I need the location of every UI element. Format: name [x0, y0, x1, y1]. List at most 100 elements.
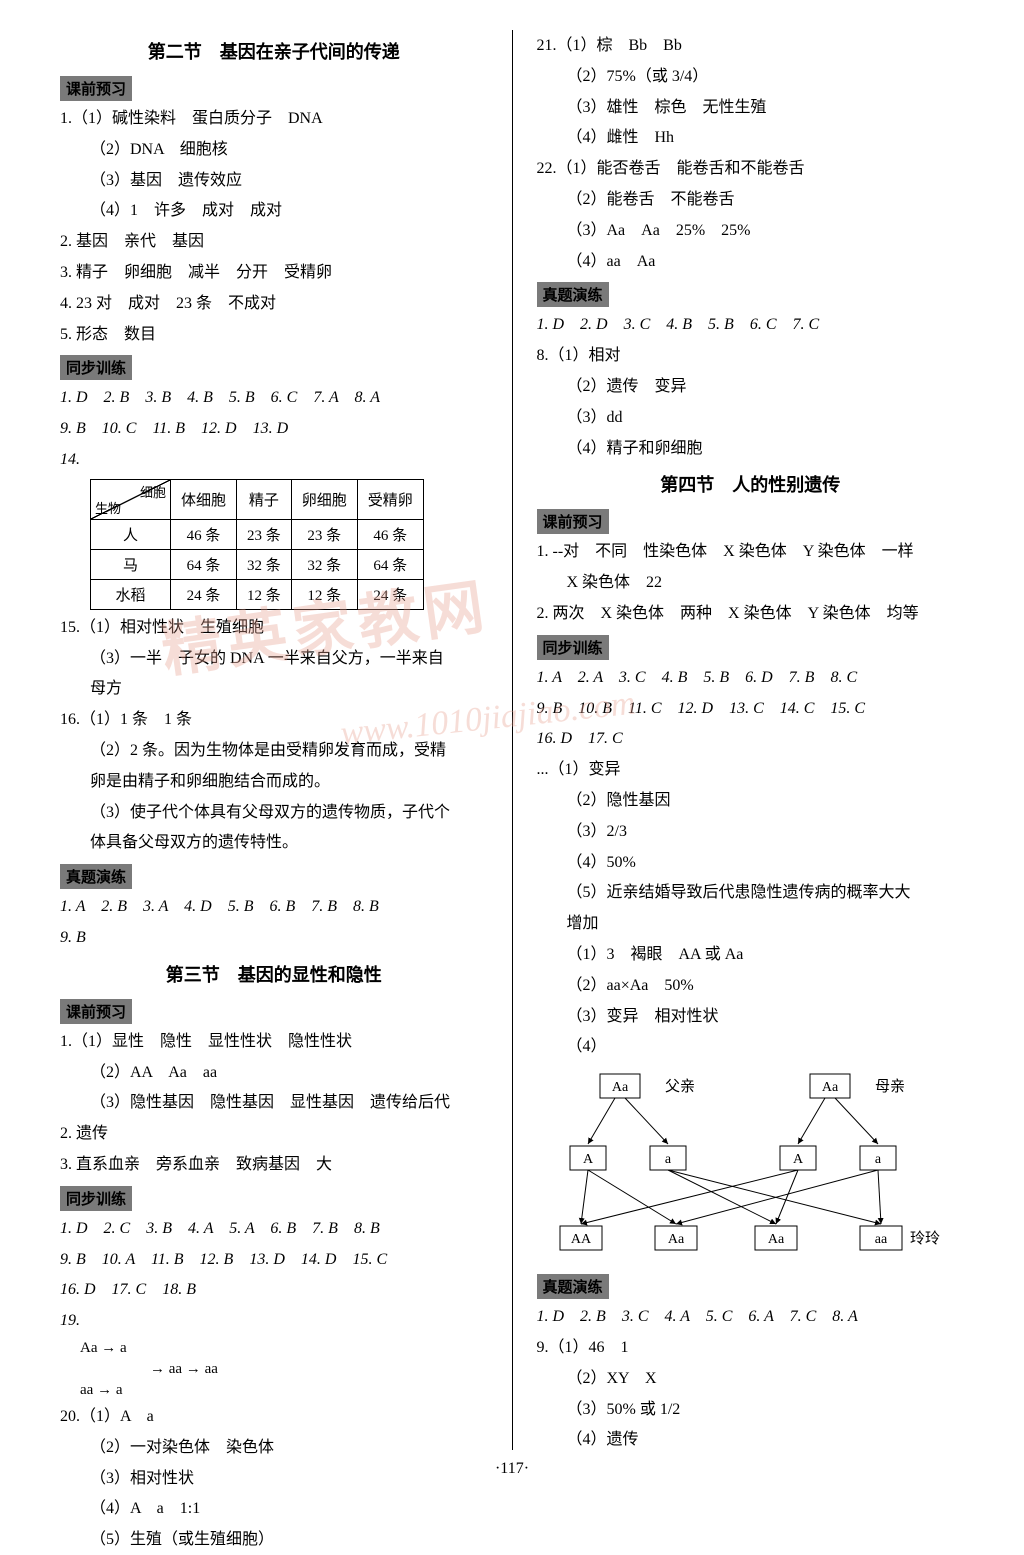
answer-line: （5）生殖（或生殖细胞）: [60, 1526, 488, 1555]
svg-text:Aa: Aa: [668, 1232, 685, 1247]
answer-line: 22.（1）能否卷舌 能卷舌和不能卷舌: [537, 155, 965, 184]
answer-line: （2）一对染色体 染色体: [60, 1434, 488, 1463]
svg-text:a: a: [665, 1152, 672, 1167]
table-header: 精子: [237, 479, 292, 519]
answer-line: （4）精子和卵细胞: [537, 435, 965, 464]
two-column-layout: 第二节 基因在亲子代间的传递 课前预习 1.（1）碱性染料 蛋白质分子 DNA …: [60, 30, 964, 1450]
sync-header-3: 同步训练: [60, 1186, 132, 1211]
sync-header-4: 同步训练: [537, 635, 609, 660]
answer-line: （3）dd: [537, 404, 965, 433]
answer-line: 2. 基因 亲代 基因: [60, 228, 488, 257]
table-diag-cell: 细胞 生物: [91, 479, 171, 519]
answer-line: 母方: [60, 675, 488, 704]
mc-answers: 9. B 10. B 11. C 12. D 13. C 14. C 15. C: [537, 695, 965, 724]
answer-line: （2）AA Aa aa: [60, 1059, 488, 1088]
exam-header-2: 真题演练: [537, 282, 609, 307]
mc-answers: 1. A 2. A 3. C 4. B 5. B 6. D 7. B 8. C: [537, 664, 965, 693]
answer-line: 增加: [537, 910, 965, 939]
table-cell: 64 条: [357, 549, 423, 579]
answer-line: （4）aa Aa: [537, 248, 965, 277]
answer-line: （2）DNA 细胞核: [60, 136, 488, 165]
table-header: 卵细胞: [291, 479, 357, 519]
answer-line: 5. 形态 数目: [60, 321, 488, 350]
answer-line: （2）隐性基因: [537, 787, 965, 816]
section-3-title: 第三节 基因的显性和隐性: [60, 961, 488, 987]
mc-answers: 1. D 2. C 3. B 4. A 5. A 6. B 7. B 8. B: [60, 1215, 488, 1244]
child-nodes: AA Aa Aa aa 玲玲: [560, 1226, 940, 1250]
mc-answers: 1. D 2. D 3. C 4. B 5. B 6. C 7. C: [537, 311, 965, 340]
answer-line: （4）雌性 Hh: [537, 124, 965, 153]
mc-answers: 9. B 10. A 11. B 12. B 13. D 14. D 15. C: [60, 1246, 488, 1275]
exam-header: 真题演练: [60, 864, 132, 889]
sync-header: 同步训练: [60, 355, 132, 380]
answer-line: （3）变异 相对性状: [537, 1003, 965, 1032]
table-cell: 12 条: [291, 579, 357, 609]
answer-line: （3）50% 或 1/2: [537, 1396, 965, 1425]
mc-answers: 16. D 17. C 18. B: [60, 1276, 488, 1305]
answer-line: （2）2 条。因为生物体是由受精卵发育而成，受精: [60, 737, 488, 766]
answer-line: 9.（1）46 1: [537, 1334, 965, 1363]
diagram-line: aa → a: [80, 1380, 488, 1401]
answer-line: 2. 两次 X 染色体 两种 X 染色体 Y 染色体 均等: [537, 600, 965, 629]
answer-line: 体具备父母双方的遗传特性。: [60, 829, 488, 858]
table-cell: 23 条: [237, 519, 292, 549]
preview-header-4: 课前预习: [537, 509, 609, 534]
answer-line: （4）50%: [537, 849, 965, 878]
q14-label: 14.: [60, 446, 488, 475]
answer-line: （3）Aa Aa 25% 25%: [537, 217, 965, 246]
diag-bot-label: 生物: [95, 498, 121, 517]
answer-line: （2）75%（或 3/4）: [537, 63, 965, 92]
table-row: 马 64 条 32 条 32 条 64 条: [91, 549, 424, 579]
svg-text:Aa: Aa: [768, 1232, 785, 1247]
answer-line: （4）遗传: [537, 1426, 965, 1455]
answer-line: （4）A a 1:1: [60, 1495, 488, 1524]
mc-answers: 9. B 10. C 11. B 12. D 13. D: [60, 415, 488, 444]
table-cell: 12 条: [237, 579, 292, 609]
answer-line: （2）XY X: [537, 1365, 965, 1394]
preview-header: 课前预习: [60, 76, 132, 101]
answer-line: 3. 精子 卵细胞 减半 分开 受精卵: [60, 259, 488, 288]
table-cell: 32 条: [237, 549, 292, 579]
answer-line: （4）1 许多 成对 成对: [60, 197, 488, 226]
mc-answers: 1. A 2. B 3. A 4. D 5. B 6. B 7. B 8. B: [60, 893, 488, 922]
left-column: 第二节 基因在亲子代间的传递 课前预习 1.（1）碱性染料 蛋白质分子 DNA …: [60, 30, 488, 1450]
svg-text:A: A: [793, 1152, 804, 1167]
table-cell: 人: [91, 519, 171, 549]
answer-line: ...（1）变异: [537, 756, 965, 785]
table-cell: 64 条: [171, 549, 237, 579]
answer-line: 21.（1）棕 Bb Bb: [537, 32, 965, 61]
mc-answers: 1. D 2. B 3. C 4. A 5. C 6. A 7. C 8. A: [537, 1303, 965, 1332]
q19-diagram: Aa → a → aa → aa aa → a: [80, 1338, 488, 1401]
answer-line: 3. 直系血亲 旁系血亲 致病基因 大: [60, 1151, 488, 1180]
table-cell: 水稻: [91, 579, 171, 609]
diag-top-label: 细胞: [140, 482, 166, 501]
answer-line: （2）aa×Aa 50%: [537, 972, 965, 1001]
answer-line: 4. 23 对 成对 23 条 不成对: [60, 290, 488, 319]
svg-text:A: A: [583, 1152, 594, 1167]
answer-line: X 染色体 22: [537, 569, 965, 598]
node-label: Aa: [612, 1080, 629, 1095]
answer-line: 1.（1）显性 隐性 显性性状 隐性性状: [60, 1028, 488, 1057]
table-row: 人 46 条 23 条 23 条 46 条: [91, 519, 424, 549]
svg-text:a: a: [875, 1152, 882, 1167]
answer-line: （4）: [537, 1033, 965, 1062]
answer-line: （3）隐性基因 隐性基因 显性基因 遗传给后代: [60, 1089, 488, 1118]
answer-line: （3）一半 子女的 DNA 一半来自父方，一半来自: [60, 645, 488, 674]
table-row: 水稻 24 条 12 条 12 条 24 条: [91, 579, 424, 609]
section-4-title: 第四节 人的性别遗传: [537, 471, 965, 497]
answer-line: 1. --对 不同 性染色体 X 染色体 Y 染色体 一样: [537, 538, 965, 567]
table-header: 受精卵: [357, 479, 423, 519]
node-caption: 父亲: [665, 1078, 695, 1095]
table-cell: 24 条: [171, 579, 237, 609]
mid-nodes: A a A a: [570, 1146, 896, 1170]
child-caption: 玲玲: [910, 1230, 940, 1247]
answer-line: （3）2/3: [537, 818, 965, 847]
q19-label: 19.: [60, 1307, 488, 1336]
pedigree-diagram: Aa 父亲 Aa 母亲 A a A a: [540, 1066, 960, 1266]
answer-line: （2）能卷舌 不能卷舌: [537, 186, 965, 215]
diagram-line: → aa → aa: [80, 1359, 488, 1380]
exam-header-4: 真题演练: [537, 1274, 609, 1299]
table-cell: 46 条: [171, 519, 237, 549]
right-column: 21.（1）棕 Bb Bb （2）75%（或 3/4） （3）雄性 棕色 无性生…: [537, 30, 965, 1450]
answer-line: 2. 遗传: [60, 1120, 488, 1149]
